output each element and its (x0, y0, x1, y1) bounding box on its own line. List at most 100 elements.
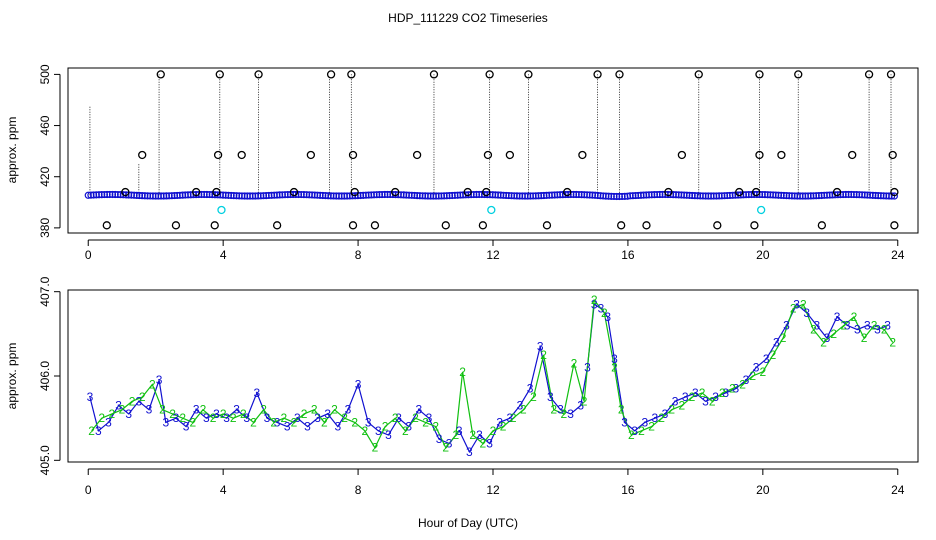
series-2-marker: 2 (668, 403, 675, 417)
series-3-marker: 3 (682, 390, 689, 404)
outlier-point (664, 187, 673, 197)
series-2-marker: 2 (361, 424, 368, 438)
series-2-marker: 2 (382, 420, 389, 434)
co2-point (826, 191, 834, 199)
series-2-marker: 2 (861, 331, 868, 345)
co2-point (332, 192, 340, 200)
co2-point (427, 192, 435, 200)
outlier-point (848, 150, 857, 160)
co2-point (365, 191, 373, 199)
bottom-series-lines (89, 298, 894, 454)
series-2-marker: 2 (618, 403, 625, 417)
series-2-marker: 2 (709, 394, 716, 408)
co2-point (383, 190, 392, 199)
co2-point (880, 192, 888, 200)
series-3-marker: 3 (854, 323, 861, 337)
outlier-point (463, 187, 472, 197)
series-3-marker: 3 (598, 302, 605, 316)
series-3-marker: 3 (577, 399, 584, 413)
co2-point (278, 191, 286, 199)
co2-point (807, 192, 815, 200)
co2-point (850, 190, 858, 199)
series-3-marker: 3 (662, 407, 669, 421)
co2-point (693, 192, 702, 200)
co2-point (702, 192, 710, 200)
series-2-marker: 2 (321, 415, 328, 429)
co2-point (437, 192, 446, 200)
series-2-marker: 2 (453, 428, 460, 442)
co2-point (351, 192, 359, 200)
co2-point (472, 190, 481, 199)
series-3-marker: 3 (567, 407, 574, 421)
outlier-point (483, 150, 493, 160)
outlier-point (215, 70, 224, 79)
co2-point (249, 192, 257, 200)
series-2-marker: 2 (109, 407, 116, 421)
co2-point (98, 191, 106, 199)
series-3-marker: 3 (105, 415, 112, 429)
co2-point (718, 192, 726, 200)
x-tick-label: 20 (756, 483, 770, 497)
co2-point (108, 190, 117, 199)
series-2-marker: 2 (679, 399, 686, 413)
series-2-marker: 2 (648, 420, 655, 434)
series-3-marker: 3 (584, 361, 591, 375)
outlier-point (217, 205, 226, 215)
series-3-marker: 3 (517, 399, 524, 413)
co2-point (847, 190, 855, 199)
co2-point (227, 191, 235, 200)
series-3-marker: 3 (426, 411, 433, 425)
co2-point (321, 192, 330, 200)
outlier-point (735, 187, 744, 197)
outlier-point (578, 150, 587, 160)
co2-point (580, 191, 588, 199)
co2-point (561, 190, 570, 199)
series-3-marker: 3 (254, 386, 261, 400)
outlier-point (890, 187, 899, 197)
series-3-marker: 3 (395, 411, 402, 425)
outlier-point (441, 221, 450, 230)
series-3-marker: 3 (604, 310, 611, 324)
co2-point (141, 192, 149, 200)
co2-point (418, 192, 427, 200)
outlier-point (750, 221, 759, 230)
series-3-marker: 3 (641, 415, 648, 429)
co2-point (604, 192, 613, 200)
series-2-marker: 2 (560, 407, 567, 421)
co2-point (720, 192, 729, 200)
x-tick-label: 16 (621, 483, 635, 497)
co2-point (615, 192, 623, 201)
co2-point (556, 191, 564, 199)
outlier-point (617, 221, 626, 230)
outlier-point (156, 70, 165, 79)
co2-point (189, 191, 197, 199)
co2-point (195, 190, 203, 199)
series-2-marker: 2 (851, 310, 858, 324)
co2-point (532, 192, 540, 200)
series-3-marker: 3 (334, 420, 341, 434)
outlier-point (642, 221, 651, 230)
co2-point (788, 192, 796, 200)
co2-point (871, 191, 880, 200)
co2-point (305, 191, 313, 199)
series-2-marker: 2 (412, 411, 419, 425)
series-2-marker: 2 (149, 377, 156, 391)
series-2-marker: 2 (611, 361, 618, 375)
outlier-point (210, 221, 219, 230)
series-2-marker: 2 (422, 415, 429, 429)
outlier-point (213, 150, 223, 160)
co2-point (146, 192, 154, 200)
series-3-marker: 3 (874, 323, 881, 337)
series-3-marker: 3 (631, 424, 638, 438)
series-3-marker: 3 (466, 445, 473, 459)
co2-point (370, 191, 378, 199)
series-3-marker: 3 (415, 403, 422, 417)
co2-point (745, 190, 753, 199)
co2-point (855, 191, 863, 199)
series-3-marker: 3 (264, 411, 271, 425)
co2-point (764, 191, 772, 199)
co2-point (618, 192, 626, 201)
co2-point (152, 192, 160, 200)
series-2-marker: 2 (88, 424, 95, 438)
series-2-marker: 2 (139, 390, 146, 404)
